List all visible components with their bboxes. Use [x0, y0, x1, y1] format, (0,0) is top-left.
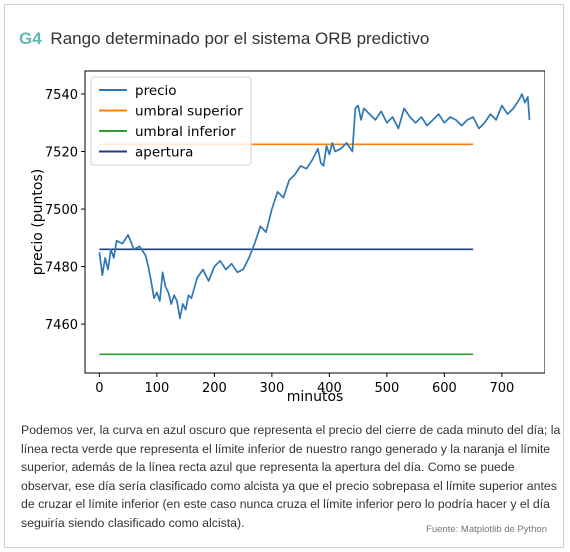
figure-title-text: Rango determinado por el sistema ORB pre…: [50, 29, 430, 48]
y-axis-label: precio (puntos): [30, 169, 46, 275]
x-tick-label: 0: [95, 381, 103, 396]
legend-label: apertura: [135, 145, 193, 161]
x-tick-label: 100: [144, 381, 169, 396]
y-tick-label: 7460: [45, 318, 78, 333]
legend: precio umbral superior umbral inferior aper…: [90, 76, 252, 166]
legend-label: umbral inferior: [135, 124, 236, 140]
y-tick-label: 7500: [45, 203, 78, 218]
series-line-precio: [98, 93, 531, 320]
x-tick-label: 500: [374, 381, 399, 396]
legend-label: umbral superior: [135, 104, 243, 120]
figure-caption: Podemos ver, la curva en azul oscuro que…: [21, 423, 561, 530]
y-tick-label: 7480: [45, 261, 78, 276]
y-tick-label: 7540: [45, 88, 78, 103]
figure-tag: G4: [19, 29, 42, 48]
x-tick-label: 700: [489, 381, 514, 396]
x-tick-label: 200: [202, 381, 227, 396]
plot-area: [84, 70, 545, 374]
legend-label: precio: [135, 83, 177, 99]
price-chart: 0 100 200 300 400 500 600 700 7460 7480 7500 7520 75…: [30, 70, 545, 405]
ticks-layer: 0 100 200 300 400 500 600 700 7460 7480 7500 7520 75…: [45, 88, 514, 396]
plot-frame: [84, 70, 545, 374]
x-tick-label: 600: [432, 381, 457, 396]
figure-frame: G4 Rango determinado por el sistema ORB …: [4, 4, 564, 548]
y-tick-label: 7520: [45, 146, 78, 161]
figure-title: G4 Rango determinado por el sistema ORB …: [19, 29, 429, 49]
legend-box: [90, 76, 252, 166]
x-tick-label: 300: [259, 381, 284, 396]
x-axis-label: minutos: [287, 389, 344, 405]
source-note: Fuente: Matplotlib de Python: [426, 524, 547, 535]
x-tick-label: 400: [317, 381, 342, 396]
